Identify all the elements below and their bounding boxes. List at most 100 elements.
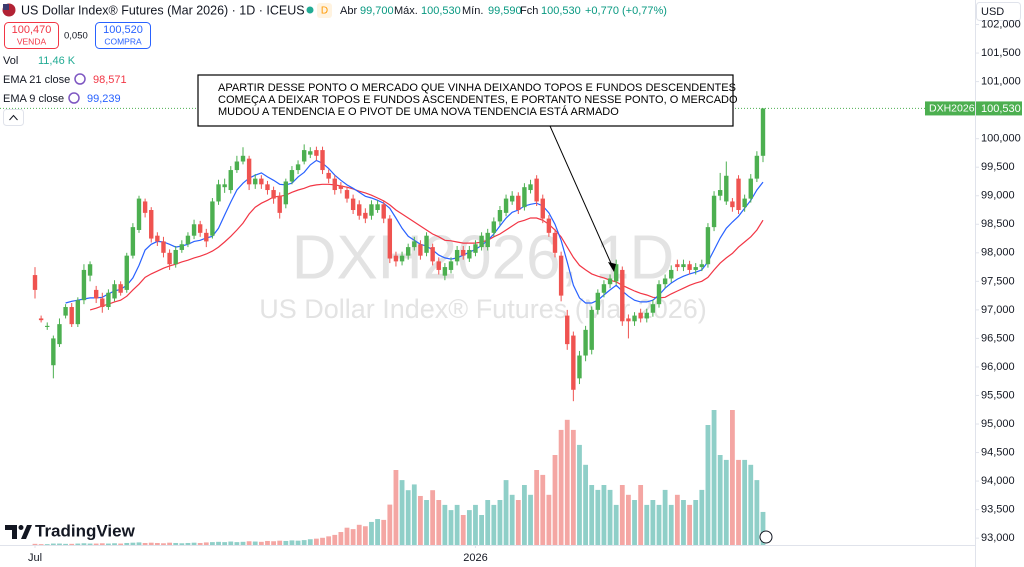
- candle-body: [106, 292, 111, 308]
- candle-body: [565, 315, 570, 345]
- candle-body: [240, 155, 246, 162]
- last-price-box: [976, 101, 1022, 116]
- candle-body: [142, 201, 148, 213]
- sell-button[interactable]: 100,470 VENDA: [4, 22, 59, 49]
- volume-bar: [509, 494, 515, 545]
- candle-body: [112, 284, 117, 299]
- sell-label[interactable]: VENDA: [17, 36, 47, 46]
- candle-body: [228, 170, 233, 191]
- volume-bar: [577, 444, 582, 545]
- y-tick-label: 93,500: [981, 504, 1015, 516]
- volume-bar: [130, 542, 136, 545]
- quote-value: 99,590: [488, 5, 522, 17]
- volume-bar: [124, 542, 130, 545]
- collapse-button[interactable]: [3, 109, 24, 126]
- volume-bar: [515, 500, 521, 545]
- y-tick-label: 98,000: [981, 247, 1015, 259]
- candle-body: [675, 264, 680, 268]
- volume-bar: [234, 542, 240, 545]
- sell-box[interactable]: [4, 22, 59, 49]
- volume-bar: [271, 541, 276, 545]
- candle-body: [571, 335, 576, 390]
- volume-bar: [668, 504, 674, 545]
- candle-body: [528, 184, 533, 191]
- replay-icon[interactable]: [759, 530, 773, 544]
- volume-bar: [546, 494, 552, 545]
- volume-bar: [564, 419, 570, 545]
- volume-bar: [552, 455, 558, 545]
- candle-body: [430, 247, 435, 262]
- plot-area: [0, 107, 975, 545]
- y-tick-label: 101,500: [981, 47, 1021, 59]
- y-tick-label: 94,000: [981, 475, 1015, 487]
- candle-body: [283, 181, 289, 205]
- volume-bar: [736, 459, 741, 545]
- volume-bar: [619, 485, 625, 545]
- volume-bar: [344, 527, 350, 545]
- candle-body: [246, 158, 252, 185]
- candle-body: [693, 267, 698, 270]
- volume-bar: [112, 543, 117, 545]
- candle-body: [344, 190, 350, 199]
- y-tick-label: 96,500: [981, 332, 1015, 344]
- volume-bar: [75, 543, 81, 545]
- volume-bar: [760, 511, 766, 545]
- volume-bar: [148, 542, 154, 545]
- candle-body: [760, 108, 766, 156]
- collapse-box[interactable]: [3, 109, 24, 126]
- volume-bar: [613, 504, 619, 545]
- volume-bar: [185, 542, 191, 545]
- candle-body: [552, 232, 558, 253]
- volume-bar: [252, 541, 258, 545]
- currency[interactable]: USD: [981, 6, 1004, 18]
- volume-bar: [674, 494, 680, 545]
- candle-body: [650, 304, 656, 313]
- volume-bar: [730, 410, 735, 545]
- candle-body: [63, 307, 68, 316]
- logo-mark: [18, 525, 24, 530]
- candle-body: [724, 175, 729, 202]
- buy-price[interactable]: 100,520: [103, 24, 143, 36]
- volume-bar: [448, 510, 454, 545]
- y-tick-label: 98,500: [981, 218, 1015, 230]
- sell-price[interactable]: 100,470: [12, 24, 52, 36]
- volume-bar: [485, 500, 491, 545]
- volume-bar: [503, 480, 509, 545]
- candle-body: [222, 184, 227, 188]
- quote-value: 100,530: [421, 5, 461, 17]
- volume-bar: [197, 542, 203, 545]
- collapse-icon[interactable]: [9, 114, 18, 121]
- volume-bar: [203, 542, 209, 545]
- annotation-line: APARTIR DESSE PONTO O MERCADO QUE VINHA …: [218, 82, 736, 94]
- candle-body: [124, 255, 129, 290]
- volume-bar: [522, 485, 527, 545]
- candle-body: [748, 178, 753, 199]
- candle-body: [583, 329, 588, 356]
- volume-bar: [717, 455, 723, 545]
- candle-body: [503, 198, 509, 213]
- buy-button[interactable]: 100,520 COMPRA: [95, 22, 151, 49]
- volume-bar: [754, 480, 760, 545]
- currency-box[interactable]: [976, 2, 1021, 21]
- candle-body: [45, 325, 50, 327]
- y-tick-label: 99,000: [981, 190, 1015, 202]
- volume-bar: [106, 543, 111, 545]
- buy-label[interactable]: COMPRA: [104, 36, 142, 46]
- candle-body: [387, 218, 393, 259]
- currency-button[interactable]: USD: [976, 2, 1021, 21]
- volume-bar: [277, 540, 283, 545]
- quote-label: Máx.: [394, 5, 418, 17]
- volume-bar: [723, 459, 729, 545]
- candle-body: [540, 198, 545, 219]
- volume-bar: [289, 540, 295, 545]
- volume-bar: [632, 500, 637, 545]
- volume-bar: [687, 504, 692, 545]
- candle-body: [412, 241, 417, 248]
- candle-body: [681, 264, 686, 268]
- volume-bar: [662, 489, 668, 545]
- candle-body: [711, 195, 717, 228]
- candle-body: [522, 187, 527, 208]
- volume-bar: [154, 542, 160, 545]
- buy-box[interactable]: [95, 22, 151, 49]
